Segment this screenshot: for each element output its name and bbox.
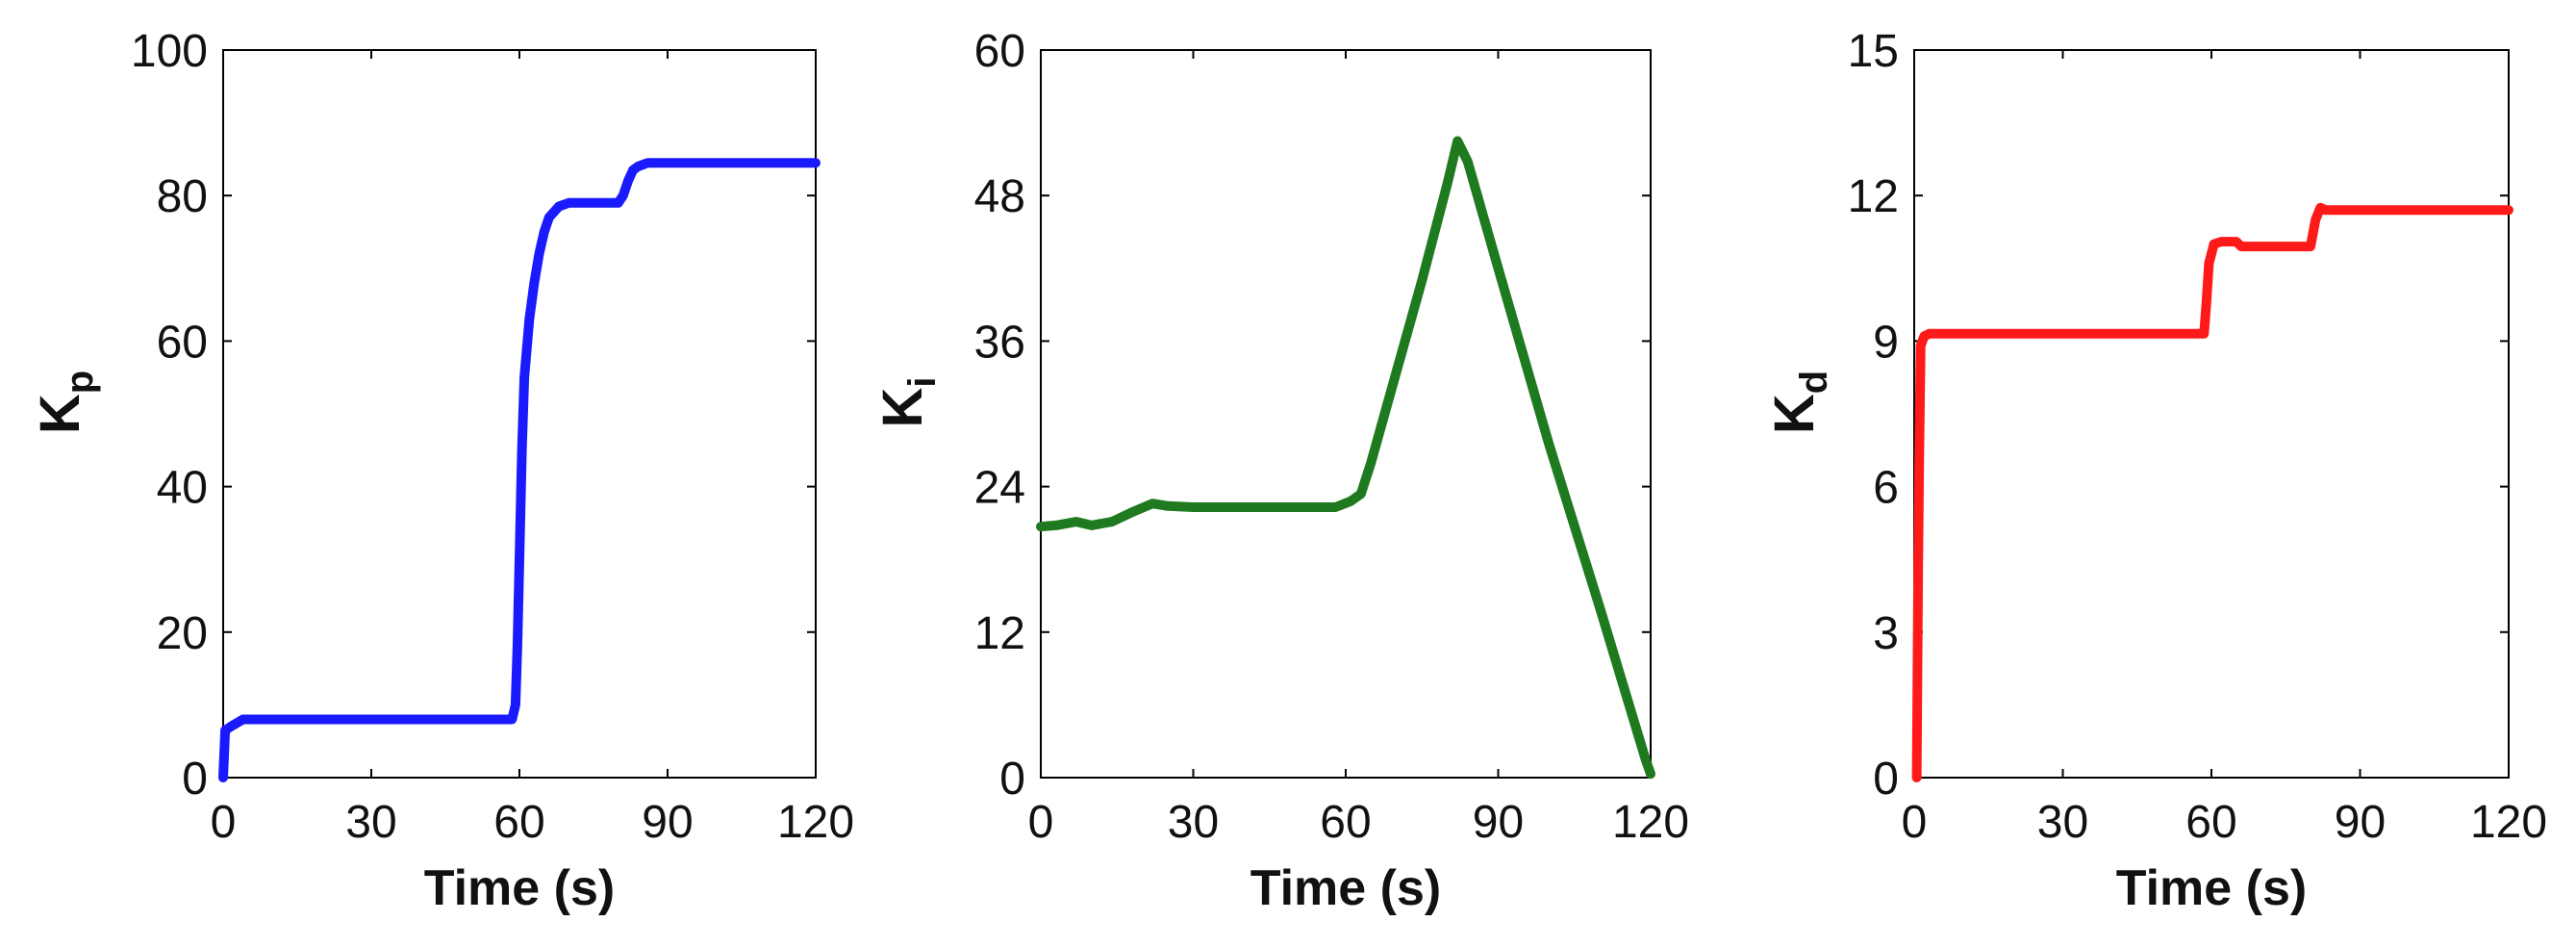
y-tick-label: 9 bbox=[1873, 317, 1899, 368]
x-tick-label: 90 bbox=[1473, 797, 1524, 848]
x-tick-label: 60 bbox=[493, 797, 544, 848]
x-axis-label: Time (s) bbox=[1250, 860, 1441, 916]
x-tick-label: 0 bbox=[211, 797, 237, 848]
y-tick-label: 15 bbox=[1848, 26, 1899, 77]
x-tick-label: 90 bbox=[2335, 797, 2386, 848]
y-tick-label: 100 bbox=[131, 26, 208, 77]
y-tick-label: 36 bbox=[974, 317, 1025, 368]
y-tick-label: 12 bbox=[974, 608, 1025, 659]
y-tick-label: 40 bbox=[157, 463, 208, 514]
x-axis-label: Time (s) bbox=[424, 860, 615, 916]
y-axis-label-subscript: i bbox=[901, 376, 944, 387]
x-tick-label: 30 bbox=[1168, 797, 1219, 848]
x-tick-label: 30 bbox=[2037, 797, 2088, 848]
y-axis-label: Kp bbox=[29, 371, 101, 434]
y-tick-label: 0 bbox=[1873, 754, 1899, 805]
y-tick-label: 80 bbox=[157, 171, 208, 222]
series-line-1 bbox=[218, 158, 821, 782]
x-tick-label: 120 bbox=[2470, 797, 2547, 848]
y-tick-label: 0 bbox=[182, 754, 208, 805]
y-axis-label: Ki bbox=[871, 376, 944, 427]
x-tick-label: 120 bbox=[777, 797, 854, 848]
x-tick-label: 30 bbox=[345, 797, 396, 848]
y-tick-label: 0 bbox=[999, 754, 1025, 805]
y-tick-label: 3 bbox=[1873, 608, 1899, 659]
chart-panel-2: 0 30 60 90 120 0 12 24 36 48 60 Time (s) Ki bbox=[871, 26, 1689, 916]
axes-frame bbox=[1913, 49, 2510, 779]
series-line-1 bbox=[1036, 136, 1655, 780]
y-tick-label: 60 bbox=[157, 317, 208, 368]
axes-frame bbox=[1040, 49, 1652, 779]
x-tick-label: 60 bbox=[2185, 797, 2236, 848]
y-axis-label-main: K bbox=[871, 388, 934, 428]
x-axis-label: Time (s) bbox=[2116, 860, 2307, 916]
series-line-1 bbox=[1911, 202, 2513, 782]
y-axis-label: Kd bbox=[1763, 371, 1835, 434]
y-tick-label: 48 bbox=[974, 171, 1025, 222]
chart-panel-3: 0 30 60 90 120 0 3 6 9 12 15 Time (s) Kd bbox=[1763, 26, 2547, 916]
chart-panel-1: 0 30 60 90 120 0 20 40 60 80 100 Time (s) Kp bbox=[29, 26, 854, 916]
x-tick-label: 0 bbox=[1902, 797, 1928, 848]
y-tick-label: 12 bbox=[1848, 171, 1899, 222]
y-tick-label: 6 bbox=[1873, 463, 1899, 514]
y-tick-label: 24 bbox=[974, 463, 1025, 514]
y-axis-label-subscript: d bbox=[1793, 371, 1835, 394]
y-tick-label: 20 bbox=[157, 608, 208, 659]
y-axis-label-main: K bbox=[29, 394, 91, 434]
x-tick-label: 90 bbox=[642, 797, 693, 848]
y-axis-label-main: K bbox=[1763, 394, 1826, 434]
y-tick-label: 60 bbox=[974, 26, 1025, 77]
x-tick-label: 120 bbox=[1612, 797, 1689, 848]
x-tick-label: 60 bbox=[1320, 797, 1371, 848]
y-axis-label-subscript: p bbox=[59, 371, 101, 394]
x-tick-label: 0 bbox=[1028, 797, 1054, 848]
